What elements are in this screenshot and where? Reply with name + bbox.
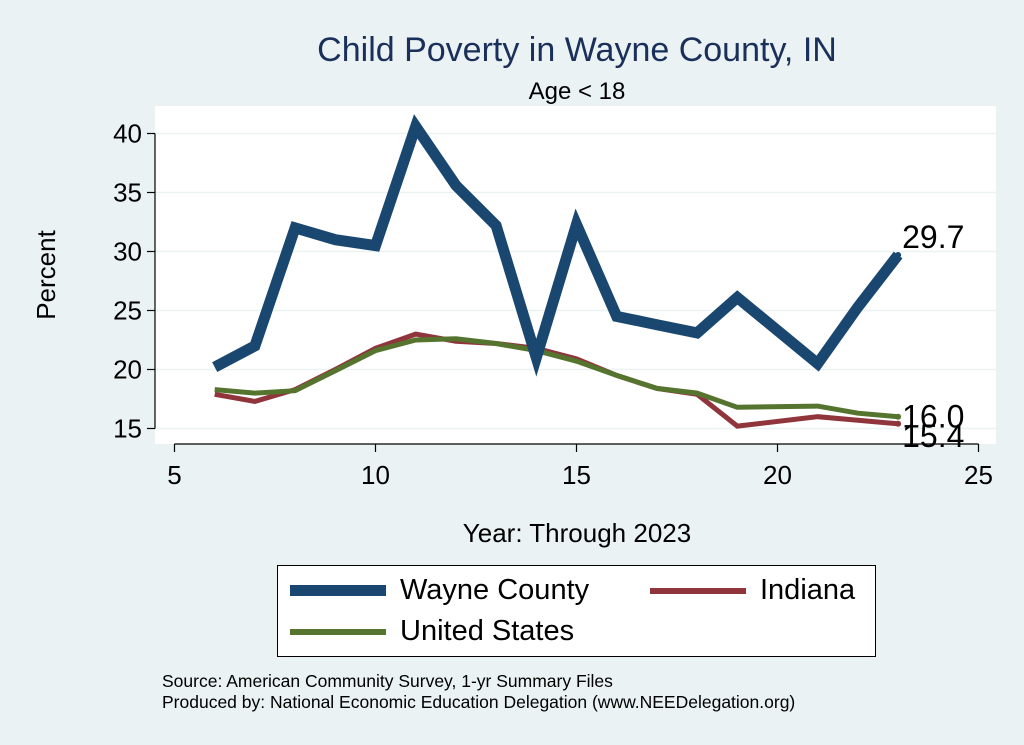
- series-line-wayne-county: [212, 114, 903, 377]
- grid-lines: [155, 132, 996, 430]
- legend-swatch-indiana: [650, 587, 746, 594]
- series-lines: [212, 114, 903, 429]
- legend-swatch-wayne-county: [290, 585, 386, 596]
- legend-label-wayne-county: Wayne County: [400, 574, 590, 606]
- x-tick-label-20: 20: [763, 460, 792, 490]
- legend-item-wayne-county: Wayne County: [290, 574, 589, 607]
- legend: Wayne County Indiana United States: [277, 565, 876, 657]
- series-end-point-united-states: [895, 413, 902, 420]
- legend-item-united-states: United States: [290, 615, 574, 648]
- series-end-point-indiana: [895, 420, 902, 427]
- y-tick-label-15: 15: [113, 414, 142, 444]
- notes: Source: American Community Survey, 1-yr …: [162, 671, 795, 713]
- legend-swatch-united-states: [290, 628, 386, 635]
- y-tick-label-25: 25: [113, 296, 142, 326]
- x-axis-title: Year: Through 2023: [463, 518, 691, 548]
- chart-title: Child Poverty in Wayne County, IN: [317, 31, 837, 69]
- produced-by-note: Produced by: National Economic Education…: [162, 692, 796, 712]
- source-note: Source: American Community Survey, 1-yr …: [162, 671, 613, 691]
- end-labels: 29.7 15.416.0: [902, 219, 964, 454]
- y-tick-label-20: 20: [113, 355, 142, 385]
- y-tick-label-40: 40: [113, 119, 142, 149]
- chart-subtitle: Age < 18: [529, 78, 626, 105]
- y-axis-title: Percent: [31, 229, 61, 319]
- legend-label-indiana: Indiana: [760, 574, 856, 606]
- y-tick-label-35: 35: [113, 178, 142, 208]
- x-tick-label-10: 10: [361, 460, 390, 490]
- end-label-indiana: 15.4: [902, 418, 964, 454]
- x-tick-label-25: 25: [964, 460, 993, 490]
- y-tick-label-30: 30: [113, 237, 142, 267]
- end-label-wayne-county: 29.7: [902, 219, 964, 255]
- x-tick-label-5: 5: [167, 460, 181, 490]
- end-label-united-states: 16.0: [902, 399, 964, 435]
- x-tick-label-15: 15: [562, 460, 591, 490]
- series-end-point-wayne-county: [895, 252, 902, 259]
- legend-item-indiana: Indiana: [650, 574, 855, 607]
- axes: 15 20 25 30 35 40 5 10 15 20 25: [113, 119, 993, 491]
- legend-label-united-states: United States: [400, 615, 575, 647]
